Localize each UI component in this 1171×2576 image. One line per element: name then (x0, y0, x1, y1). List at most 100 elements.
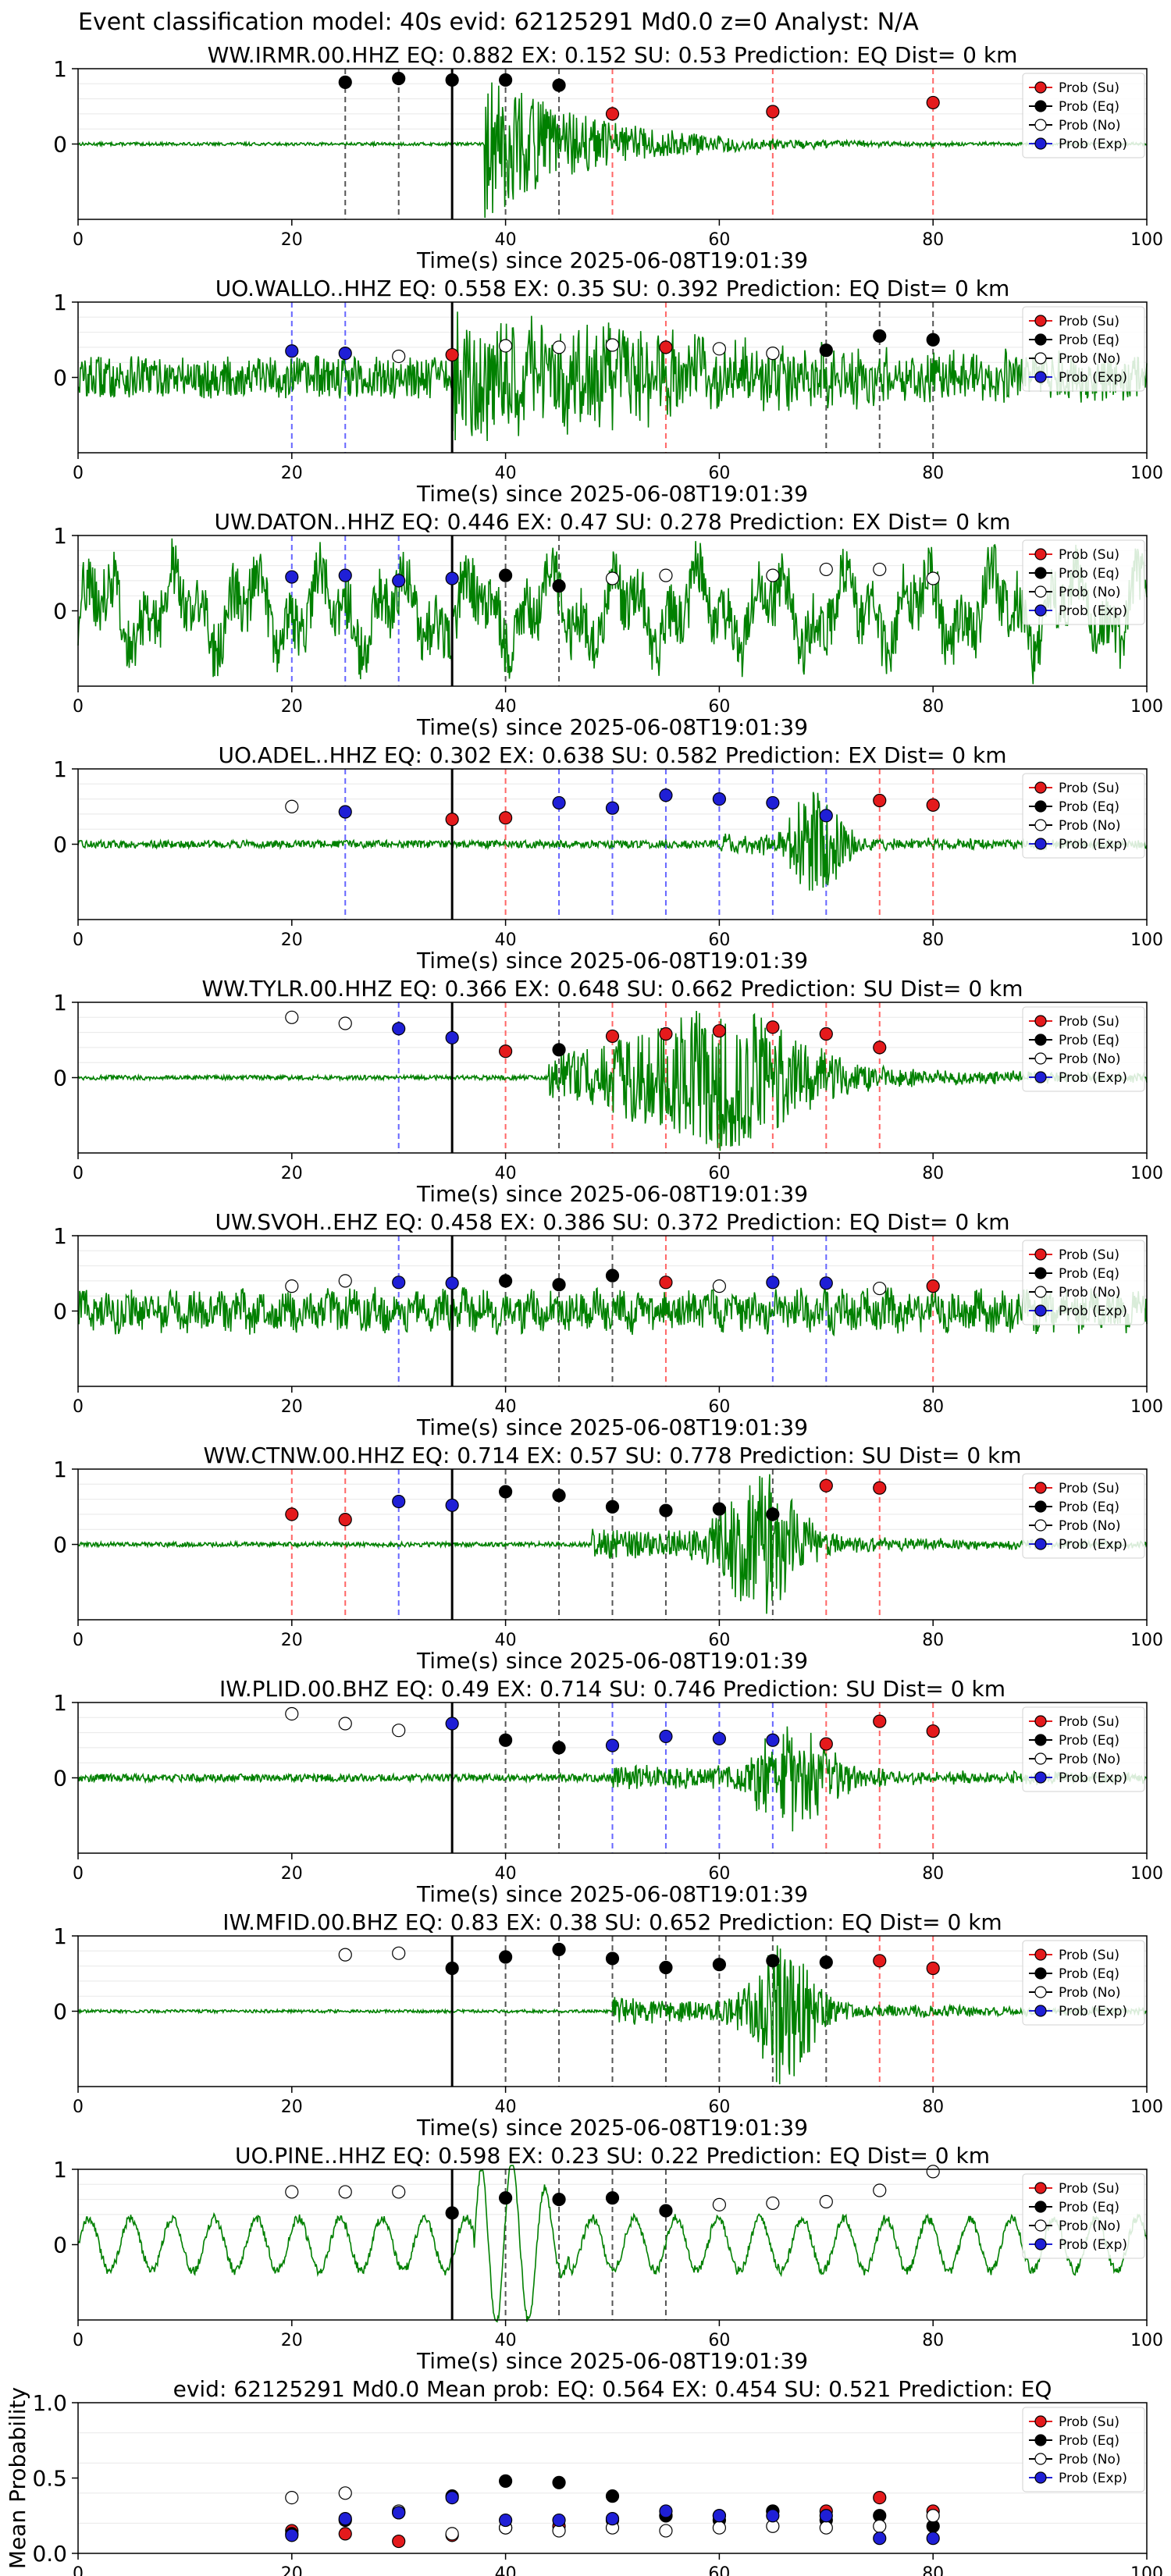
prob-point-eq (766, 1954, 780, 1968)
x-axis-label: Time(s) since 2025-06-08T19:01:39 (416, 1881, 808, 1907)
legend-label: Prob (Su) (1059, 314, 1119, 329)
legend-marker (1034, 1734, 1047, 1746)
legend-marker (1034, 2434, 1047, 2446)
y-tick-label: 0 (53, 1766, 67, 1791)
prob-point-su (873, 1041, 887, 1055)
x-tick-label: 80 (922, 230, 944, 250)
x-axis-label: Time(s) since 2025-06-08T19:01:39 (416, 247, 808, 273)
y-tick-label: 1 (53, 756, 67, 782)
legend: Prob (Su) Prob (Eq) Prob (No) Prob (Exp) (1022, 2407, 1145, 2492)
legend-label: Prob (Eq) (1059, 2200, 1119, 2215)
prob-point-eq (659, 1960, 673, 1975)
prob-point-eq (498, 1950, 513, 1964)
prob-point-exp (445, 571, 459, 585)
prob-point-eq (605, 1500, 620, 1514)
x-tick-label: 20 (281, 464, 303, 483)
mean-prob-point-exp (338, 2512, 352, 2526)
legend-marker (1034, 819, 1047, 831)
x-tick-label: 80 (922, 2564, 944, 2576)
prob-point-no (338, 1948, 352, 1962)
prob-point-exp (819, 1276, 833, 1290)
legend-label: Prob (Exp) (1059, 370, 1127, 386)
mean-prob-point-exp (445, 2490, 459, 2505)
prob-point-no (712, 1279, 727, 1293)
legend-marker (1034, 1967, 1047, 1980)
x-tick-label: 100 (1130, 697, 1163, 717)
station-panel-5: WW.TYLR.00.HHZ EQ: 0.366 EX: 0.648 SU: 0… (53, 976, 1163, 1207)
y-tick-label: 1 (53, 1223, 67, 1249)
x-tick-label: 60 (708, 697, 730, 717)
prob-point-no (873, 2183, 887, 2197)
x-tick-label: 20 (281, 2097, 303, 2117)
x-axis-label: Time(s) since 2025-06-08T19:01:39 (416, 1414, 808, 1440)
legend-marker (1034, 1519, 1047, 1532)
prob-point-no (766, 568, 780, 582)
waveform-trace (77, 538, 1148, 685)
waveform-trace (77, 792, 1148, 891)
x-tick-label: 40 (495, 1864, 517, 1884)
x-axis-label: Time(s) since 2025-06-08T19:01:39 (416, 948, 808, 973)
mean-prob-point-no (819, 2521, 833, 2535)
prob-point-su (338, 1513, 352, 1527)
legend-label: Prob (Su) (1059, 2181, 1119, 2197)
legend-label: Prob (No) (1059, 118, 1121, 133)
prob-point-su (659, 1026, 673, 1041)
x-tick-label: 0 (73, 930, 84, 950)
legend-marker (1034, 1304, 1047, 1317)
waveform-trace (77, 1474, 1148, 1614)
legend-label: Prob (Exp) (1059, 2004, 1127, 2019)
mean-probability-panel: evid: 62125291 Md0.0 Mean prob: EQ: 0.56… (5, 2376, 1163, 2576)
legend-marker (1034, 1267, 1047, 1279)
y-tick-label: 1 (53, 2157, 67, 2183)
prob-point-no (552, 340, 566, 354)
prob-point-eq (552, 78, 566, 92)
legend-marker (1034, 2471, 1047, 2484)
prob-point-eq (498, 568, 513, 582)
legend-label: Prob (No) (1059, 818, 1121, 834)
legend: Prob (Su) Prob (Eq) Prob (No) Prob (Exp) (1022, 1006, 1145, 1092)
x-tick-label: 80 (922, 1164, 944, 1183)
prob-point-eq (498, 1733, 513, 1747)
x-tick-label: 100 (1130, 464, 1163, 483)
legend-label: Prob (Exp) (1059, 2471, 1127, 2486)
station-panel-1: WW.IRMR.00.HHZ EQ: 0.882 EX: 0.152 SU: 0… (53, 42, 1163, 273)
prob-point-exp (819, 809, 833, 823)
y-tick-label: 0 (53, 2233, 67, 2258)
mean-prob-point-no (285, 2490, 299, 2505)
y-tick-label: 0 (53, 832, 67, 858)
y-axis-label: Mean Probability (5, 2387, 30, 2569)
legend-label: Prob (Su) (1059, 1481, 1119, 1496)
legend-marker (1034, 1715, 1047, 1727)
x-tick-label: 100 (1130, 1164, 1163, 1183)
prob-point-eq (659, 1503, 673, 1517)
legend-box (1022, 2407, 1145, 2492)
prob-point-exp (285, 570, 299, 584)
prob-point-su (712, 1024, 727, 1038)
x-tick-label: 40 (495, 2097, 517, 2117)
prob-point-exp (766, 795, 780, 810)
legend-marker (1034, 585, 1047, 598)
prob-point-eq (445, 1961, 459, 1976)
prob-point-exp (338, 347, 352, 361)
mean-prob-point-no (659, 2524, 673, 2538)
legend-marker (1034, 1052, 1047, 1065)
x-tick-label: 60 (708, 2331, 730, 2350)
prob-point-su (445, 347, 459, 362)
mean-prob-point-exp (498, 2513, 513, 2528)
mean-prob-point-exp (605, 2512, 620, 2526)
prob-point-no (605, 338, 620, 352)
legend-marker (1034, 2238, 1047, 2250)
y-tick-label: 0 (53, 1999, 67, 2025)
panel-title: UO.PINE..HHZ EQ: 0.598 EX: 0.23 SU: 0.22… (235, 2143, 990, 2169)
prob-point-eq (498, 1274, 513, 1288)
prob-point-no (338, 1274, 352, 1288)
prob-point-no (766, 347, 780, 361)
x-tick-label: 80 (922, 1397, 944, 1417)
mean-prob-point-exp (285, 2528, 299, 2542)
prob-point-su (873, 1714, 887, 1728)
prob-point-exp (659, 1729, 673, 1744)
legend-marker (1034, 119, 1047, 131)
station-panel-10: UO.PINE..HHZ EQ: 0.598 EX: 0.23 SU: 0.22… (53, 2143, 1163, 2374)
panel-title: WW.IRMR.00.HHZ EQ: 0.882 EX: 0.152 SU: 0… (208, 42, 1018, 68)
mean-prob-point-exp (712, 2509, 727, 2523)
